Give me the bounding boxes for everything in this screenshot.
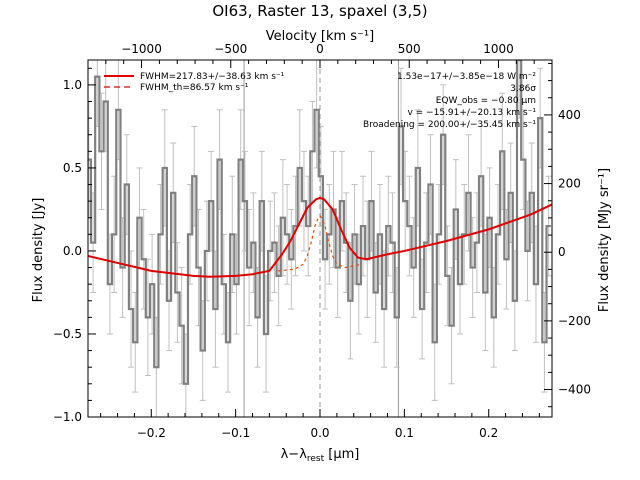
plot-area: −0.2 −0.1 0.0 0.1 0.2 −1.0 −0.5 0.0 0.5 1.0 −1000 −…: [53, 42, 591, 440]
right-tick-label: 0: [558, 245, 566, 259]
y-tick-label: −0.5: [53, 327, 82, 341]
top-axis-label: Velocity [km s⁻¹]: [266, 29, 374, 44]
top-tick-label: −1000: [121, 42, 162, 56]
annotation-sigma: 3.86σ: [510, 84, 536, 94]
thermal-curve: [277, 215, 363, 272]
y-axis-label: Flux density [Jy]: [31, 198, 46, 303]
annotation-velocity: v = −15.91+/−20.13 km s⁻¹: [407, 108, 536, 118]
x-tick-label: 0.0: [310, 426, 329, 440]
spectrum-group: [88, 60, 552, 417]
x-tick-label: 0.1: [395, 426, 414, 440]
y-tick-label: −1.0: [53, 410, 82, 424]
right-axis-label: Flux density [MJy sr⁻¹]: [597, 168, 612, 312]
fit-curve: [88, 196, 552, 278]
annotation-eqw: EQW_obs = −0.80 μm: [436, 96, 536, 106]
top-tick-label: 1000: [483, 42, 514, 56]
top-tick-label: 0: [316, 42, 324, 56]
annotation-flux: 1.53e−17+/−3.85e−18 W m⁻²: [397, 72, 536, 82]
y-tick-label: 0.0: [63, 244, 82, 258]
y-tick-label: 1.0: [63, 78, 82, 92]
legend-label-thermal: FWHM_th=86.57 km s⁻¹: [140, 83, 249, 93]
x-tick-label: −0.1: [221, 426, 250, 440]
annotation-block: 1.53e−17+/−3.85e−18 W m⁻² 3.86σ EQW_obs …: [363, 72, 536, 130]
x-axis-label: λ−λrest [μm]: [281, 447, 360, 464]
legend-label-fit: FWHM=217.83+/−38.63 km s⁻¹: [140, 72, 285, 82]
right-tick-label: −200: [558, 314, 591, 328]
right-tick-label: 200: [558, 177, 581, 191]
top-tick-label: −500: [214, 42, 247, 56]
right-tick-label: 400: [558, 108, 581, 122]
x-tick-label: 0.2: [479, 426, 498, 440]
spectrum-line: [88, 60, 551, 385]
y-tick-label: 0.5: [63, 161, 82, 175]
x-tick-label: −0.2: [137, 426, 166, 440]
chart-title: OI63, Raster 13, spaxel (3,5): [212, 2, 427, 20]
legend: FWHM=217.83+/−38.63 km s⁻¹ FWHM_th=86.57…: [104, 72, 285, 93]
right-tick-label: −400: [558, 383, 591, 397]
annotation-broadening: Broadening = 200.00+/−35.45 km s⁻¹: [363, 120, 536, 130]
top-tick-label: 500: [398, 42, 421, 56]
